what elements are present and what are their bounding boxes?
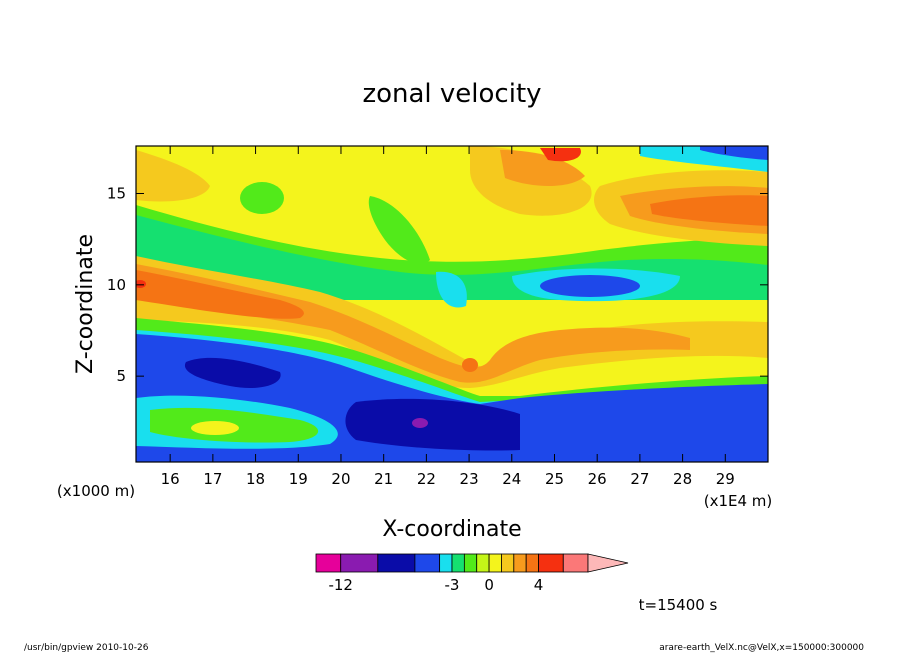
x-axis-label: X-coordinate (382, 517, 521, 542)
colorbar-segment (525, 553, 539, 573)
colorbar-tick-labels: -12 -3 0 4 (328, 576, 543, 594)
colorbar-segment (377, 553, 416, 573)
x-tick-label: 25 (545, 470, 564, 488)
x-tick-label: 19 (289, 470, 308, 488)
colorbar-tick-label: -3 (445, 576, 460, 594)
y-tick-label: 15 (107, 184, 126, 202)
y-axis-unit-label: (x1000 m) (57, 482, 135, 500)
y-tick-label: 10 (107, 276, 126, 294)
colorbar-tick-label: -12 (328, 576, 353, 594)
contour-red-spot-2 (462, 358, 478, 372)
footer-right: arare-earth_VelX.nc@VelX,x=150000:300000 (659, 643, 864, 653)
colorbar-segment (538, 553, 564, 573)
colorbar-tick-label: 0 (484, 576, 494, 594)
contour-orange-upper-left (136, 150, 210, 202)
y-axis-label: Z-coordinate (73, 234, 98, 374)
contour-orange-core (136, 264, 690, 383)
contour-green-lower (136, 318, 768, 404)
x-axis-unit-label: (x1E4 m) (704, 492, 773, 510)
colorbar-segment (439, 553, 453, 573)
time-annotation: t=15400 s (639, 596, 718, 614)
contour-yellow-left (191, 421, 239, 435)
x-tick-label: 27 (630, 470, 649, 488)
contour-red-right-core (650, 195, 768, 226)
x-tick-label: 17 (203, 470, 222, 488)
colorbar-segment (340, 553, 379, 573)
contour-cyan-mid (436, 271, 467, 308)
colorbar-segment (414, 553, 441, 573)
y-tick-label: 5 (116, 367, 126, 385)
colorbar-segment (476, 553, 490, 573)
contour-red-upper (540, 148, 581, 162)
x-axis: 16 17 18 19 20 21 22 23 24 25 26 27 28 29 (161, 146, 735, 488)
x-tick-label: 26 (588, 470, 607, 488)
contour-orange-upper-core (500, 150, 585, 186)
colorbar-segment (513, 553, 527, 573)
plot-frame (135, 145, 769, 463)
colorbar-arrow (587, 553, 629, 573)
contour-purple-spot (412, 418, 428, 428)
colorbar-segment (315, 553, 342, 573)
colorbar-segment (463, 553, 478, 573)
x-tick-label: 28 (673, 470, 692, 488)
contour-darkblue-1 (184, 357, 281, 389)
contour-red-core (136, 270, 304, 319)
contour-green-upper-left (240, 182, 284, 214)
contour-darkblue-2 (345, 398, 520, 451)
x-tick-label: 20 (331, 470, 350, 488)
contour-orange-jet (136, 256, 768, 388)
colorbar (315, 553, 629, 573)
colorbar-tick-label: 4 (534, 576, 544, 594)
colorbar-segment (562, 553, 589, 573)
x-tick-label: 29 (716, 470, 735, 488)
x-tick-label: 18 (246, 470, 265, 488)
x-tick-label: 24 (502, 470, 521, 488)
chart-title: zonal velocity (362, 79, 541, 109)
x-tick-label: 16 (161, 470, 180, 488)
contour-blue-right-mid (540, 275, 640, 297)
colorbar-segment (501, 553, 515, 573)
y-axis: 5 10 15 (107, 184, 768, 385)
colorbar-segment (451, 553, 465, 573)
contour-green-upper-mid (368, 196, 430, 264)
x-tick-label: 21 (374, 470, 393, 488)
colorbar-segment (488, 553, 502, 573)
contour-red-spot (136, 280, 146, 288)
x-tick-label: 22 (417, 470, 436, 488)
footer-left: /usr/bin/gpview 2010-10-26 (24, 643, 149, 653)
contour-field (136, 146, 768, 462)
contour-blue-top-right (700, 146, 768, 160)
x-tick-label: 23 (460, 470, 479, 488)
